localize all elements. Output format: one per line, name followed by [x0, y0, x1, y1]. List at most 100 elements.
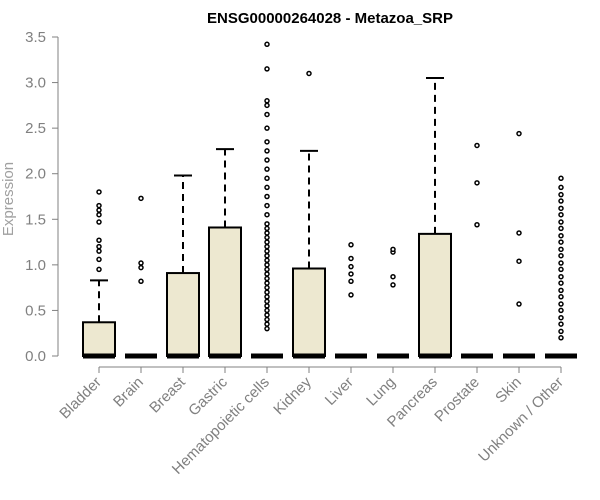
outlier-point: [474, 222, 480, 228]
x-tick-label: Lung: [363, 374, 399, 410]
outlier-point: [558, 184, 564, 191]
outlier-point: [264, 284, 270, 291]
outlier-point: [264, 248, 270, 254]
outlier-point: [390, 246, 396, 253]
outlier-point: [264, 166, 270, 172]
outlier-point: [96, 237, 102, 243]
outlier-point: [264, 252, 270, 259]
y-tick-label: 1.0: [25, 257, 46, 274]
y-tick-label: 1.5: [25, 211, 46, 228]
outlier-point: [264, 102, 270, 109]
outlier-point: [558, 273, 564, 280]
outlier-point: [264, 234, 270, 241]
outlier-point: [558, 307, 564, 314]
outlier-point: [264, 257, 270, 264]
outlier-point: [348, 278, 354, 285]
y-axis: 0.0 0.5 1.0 1.5 2.0 2.5 3.0 3.5: [25, 29, 59, 365]
box-skin: [503, 130, 535, 359]
outlier-point: [558, 328, 564, 335]
outlier-point: [264, 321, 270, 327]
outlier-point: [390, 273, 396, 280]
outlier-point: [96, 256, 102, 263]
outlier-point: [96, 211, 102, 218]
outlier-point: [348, 292, 354, 298]
x-tick-label: Kidney: [270, 373, 315, 418]
box-body: [208, 226, 242, 357]
box-lung: [377, 246, 409, 359]
outlier-point: [264, 239, 270, 245]
outlier-point: [138, 260, 144, 266]
box-body: [418, 232, 452, 358]
x-tick-label: Prostate: [431, 374, 483, 426]
outlier-point: [558, 314, 564, 321]
box-unknown-other: [545, 175, 577, 359]
outlier-point: [264, 325, 270, 332]
box-bladder: [82, 189, 116, 359]
outlier-point: [516, 301, 522, 307]
outlier-point: [558, 252, 564, 259]
outlier-point: [558, 266, 564, 273]
box-brain: [125, 195, 157, 359]
outlier-point: [96, 219, 102, 225]
outlier-point: [264, 225, 270, 232]
outlier-point: [558, 219, 564, 225]
outlier-point: [264, 271, 270, 277]
box-body: [82, 321, 116, 357]
outlier-point: [348, 255, 354, 262]
outlier-point: [264, 230, 270, 236]
outlier-point: [558, 280, 564, 286]
box-liver: [335, 242, 367, 359]
box-gastric: [208, 148, 242, 359]
outlier-point: [558, 225, 564, 232]
outlier-point: [558, 294, 564, 300]
x-tick-label: Liver: [322, 374, 357, 409]
outlier-point: [138, 195, 144, 202]
box-body: [166, 272, 200, 357]
outlier-point: [474, 142, 480, 149]
outlier-point: [96, 266, 102, 273]
outlier-point: [558, 211, 564, 218]
outlier-point: [558, 260, 564, 266]
outlier-point: [264, 303, 270, 309]
outlier-point: [264, 275, 270, 282]
outlier-point: [558, 175, 564, 182]
outlier-point: [264, 98, 270, 104]
outlier-point: [558, 205, 564, 212]
outlier-point: [264, 307, 270, 314]
outlier-point: [264, 280, 270, 286]
outlier-point: [138, 264, 144, 271]
outlier-point: [348, 263, 354, 270]
outlier-point: [558, 301, 564, 307]
outlier-point: [390, 282, 396, 288]
outlier-point: [264, 294, 270, 300]
outlier-point: [96, 243, 102, 250]
outlier-point: [264, 202, 270, 209]
outlier-point: [558, 335, 564, 341]
outlier-point: [306, 70, 312, 77]
x-tick-label: Breast: [146, 373, 189, 416]
outlier-point: [264, 175, 270, 182]
box-breast: [166, 174, 200, 359]
y-tick-label: 2.0: [25, 166, 46, 183]
outlier-point: [264, 221, 270, 227]
outlier-point: [558, 191, 564, 198]
outlier-point: [516, 230, 522, 236]
x-tick-label: Brain: [110, 374, 147, 411]
box-prostate: [461, 142, 493, 359]
outlier-point: [558, 239, 564, 245]
outlier-point: [264, 266, 270, 273]
box-kidney: [292, 70, 326, 359]
outlier-point: [264, 243, 270, 250]
outlier-point: [264, 125, 270, 131]
outlier-point: [264, 262, 270, 268]
outlier-point: [96, 248, 102, 254]
outlier-point: [96, 202, 102, 209]
outlier-point: [264, 139, 270, 145]
outlier-point: [558, 232, 564, 239]
outlier-point: [474, 180, 480, 186]
x-tick-label: Bladder: [56, 374, 105, 423]
outlier-point: [264, 298, 270, 305]
outlier-point: [558, 287, 564, 294]
